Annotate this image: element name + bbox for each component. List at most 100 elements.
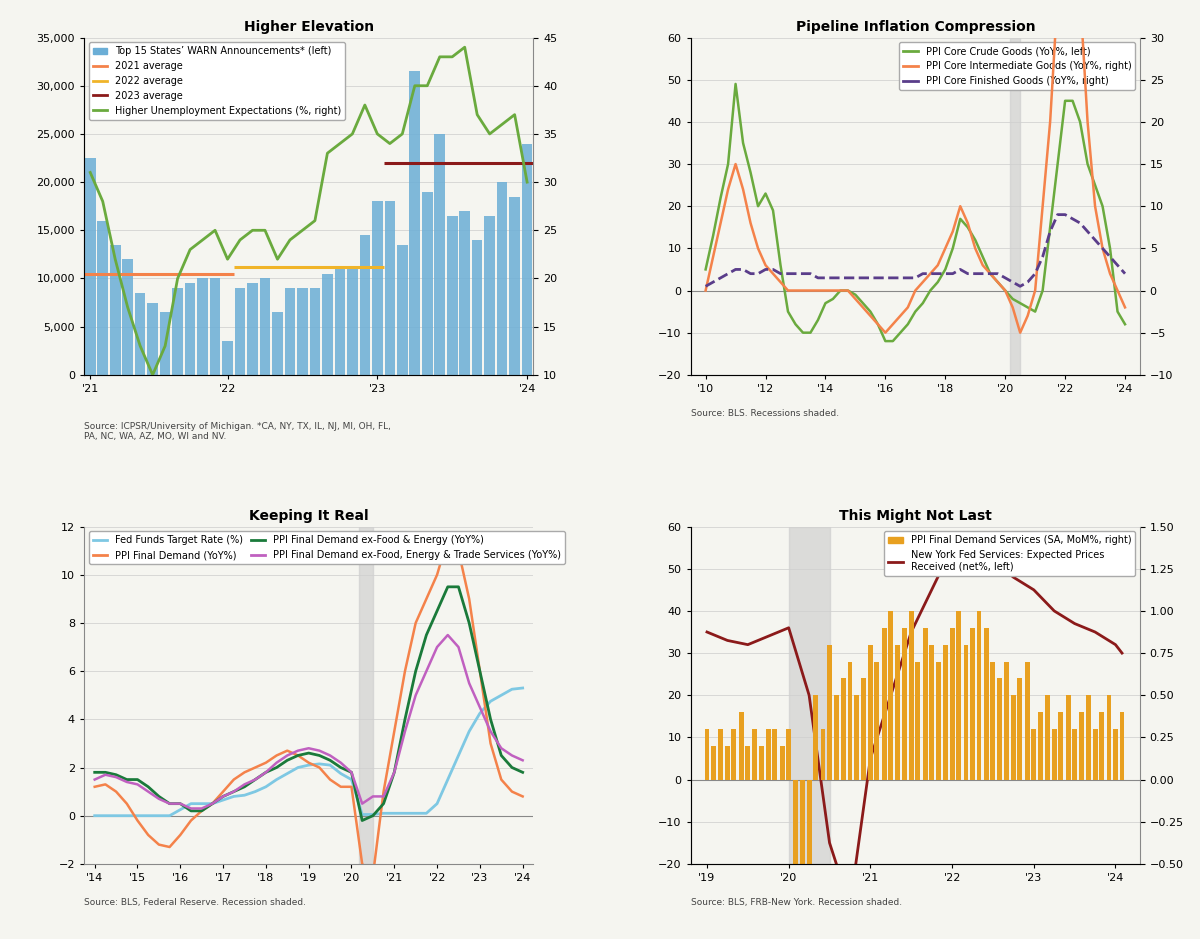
Bar: [1086, 695, 1091, 779]
Bar: [1018, 678, 1022, 779]
Bar: [359, 527, 373, 864]
Bar: [1114, 729, 1118, 779]
Bar: [847, 661, 852, 779]
Bar: [460, 211, 470, 375]
Legend: PPI Core Crude Goods (YoY%, left), PPI Core Intermediate Goods (YoY%, right), PP: PPI Core Crude Goods (YoY%, left), PPI C…: [899, 42, 1135, 90]
Bar: [247, 284, 258, 375]
Bar: [868, 645, 872, 779]
Title: Pipeline Inflation Compression: Pipeline Inflation Compression: [796, 20, 1036, 34]
Bar: [800, 779, 805, 939]
Bar: [862, 678, 866, 779]
Bar: [834, 695, 839, 779]
Bar: [97, 221, 108, 375]
Bar: [760, 746, 764, 779]
Bar: [1106, 695, 1111, 779]
Bar: [902, 628, 907, 779]
Bar: [990, 661, 995, 779]
Bar: [704, 729, 709, 779]
Bar: [719, 729, 724, 779]
Bar: [409, 71, 420, 375]
Bar: [997, 678, 1002, 779]
Bar: [422, 192, 432, 375]
Bar: [284, 288, 295, 375]
Bar: [1031, 729, 1037, 779]
Bar: [977, 611, 982, 779]
Bar: [786, 729, 791, 779]
Bar: [497, 182, 508, 375]
Legend: Top 15 States’ WARN Announcements* (left), 2021 average, 2022 average, 2023 aver: Top 15 States’ WARN Announcements* (left…: [89, 42, 346, 119]
Text: Source: BLS, FRB-New York. Recession shaded.: Source: BLS, FRB-New York. Recession sha…: [691, 898, 901, 907]
Bar: [197, 279, 208, 375]
Bar: [793, 779, 798, 864]
Bar: [210, 279, 221, 375]
Bar: [384, 201, 395, 375]
Bar: [259, 279, 270, 375]
Bar: [739, 712, 744, 779]
Bar: [310, 288, 320, 375]
Bar: [875, 661, 880, 779]
Bar: [1004, 661, 1009, 779]
Bar: [788, 527, 829, 864]
Bar: [298, 288, 307, 375]
Bar: [895, 645, 900, 779]
Bar: [522, 144, 533, 375]
Bar: [222, 341, 233, 375]
Bar: [134, 293, 145, 375]
Bar: [923, 628, 928, 779]
Bar: [1045, 695, 1050, 779]
Bar: [322, 273, 332, 375]
Bar: [485, 216, 494, 375]
Bar: [766, 729, 770, 779]
Bar: [110, 245, 120, 375]
Bar: [821, 729, 826, 779]
Bar: [814, 695, 818, 779]
Bar: [943, 645, 948, 779]
Legend: PPI Final Demand Services (SA, MoM%, right), New York Fed Services: Expected Pri: PPI Final Demand Services (SA, MoM%, rig…: [884, 531, 1135, 576]
Title: Higher Elevation: Higher Elevation: [244, 20, 373, 34]
Title: This Might Not Last: This Might Not Last: [839, 509, 991, 523]
Bar: [160, 312, 170, 375]
Bar: [397, 245, 408, 375]
Bar: [929, 645, 934, 779]
Text: Source: ICPSR/University of Michigan. *CA, NY, TX, IL, NJ, MI, OH, FL,
PA, NC, W: Source: ICPSR/University of Michigan. *C…: [84, 422, 391, 441]
Bar: [916, 661, 920, 779]
Bar: [472, 240, 482, 375]
Legend: Fed Funds Target Rate (%), PPI Final Demand (YoY%), PPI Final Demand ex-Food & E: Fed Funds Target Rate (%), PPI Final Dem…: [89, 531, 565, 564]
Bar: [984, 628, 989, 779]
Bar: [372, 201, 383, 375]
Title: Keeping It Real: Keeping It Real: [248, 509, 368, 523]
Bar: [888, 611, 893, 779]
Bar: [806, 779, 811, 915]
Bar: [712, 746, 716, 779]
Bar: [936, 661, 941, 779]
Bar: [1099, 712, 1104, 779]
Bar: [773, 729, 778, 779]
Bar: [347, 269, 358, 375]
Text: Source: BLS. Recessions shaded.: Source: BLS. Recessions shaded.: [691, 408, 839, 418]
Bar: [434, 134, 445, 375]
Bar: [956, 611, 961, 779]
Bar: [122, 259, 133, 375]
Bar: [509, 196, 520, 375]
Bar: [1079, 712, 1084, 779]
Bar: [841, 678, 846, 779]
Text: Source: BLS, Federal Reserve. Recession shaded.: Source: BLS, Federal Reserve. Recession …: [84, 898, 306, 907]
Bar: [360, 235, 370, 375]
Bar: [1093, 729, 1098, 779]
Bar: [780, 746, 785, 779]
Bar: [1010, 38, 1020, 375]
Bar: [882, 628, 887, 779]
Bar: [1120, 712, 1124, 779]
Bar: [752, 729, 757, 779]
Bar: [732, 729, 737, 779]
Bar: [235, 288, 245, 375]
Bar: [173, 288, 182, 375]
Bar: [85, 158, 96, 375]
Bar: [725, 746, 730, 779]
Bar: [1010, 695, 1016, 779]
Bar: [148, 302, 158, 375]
Bar: [1066, 695, 1070, 779]
Bar: [970, 628, 974, 779]
Bar: [185, 284, 196, 375]
Bar: [854, 695, 859, 779]
